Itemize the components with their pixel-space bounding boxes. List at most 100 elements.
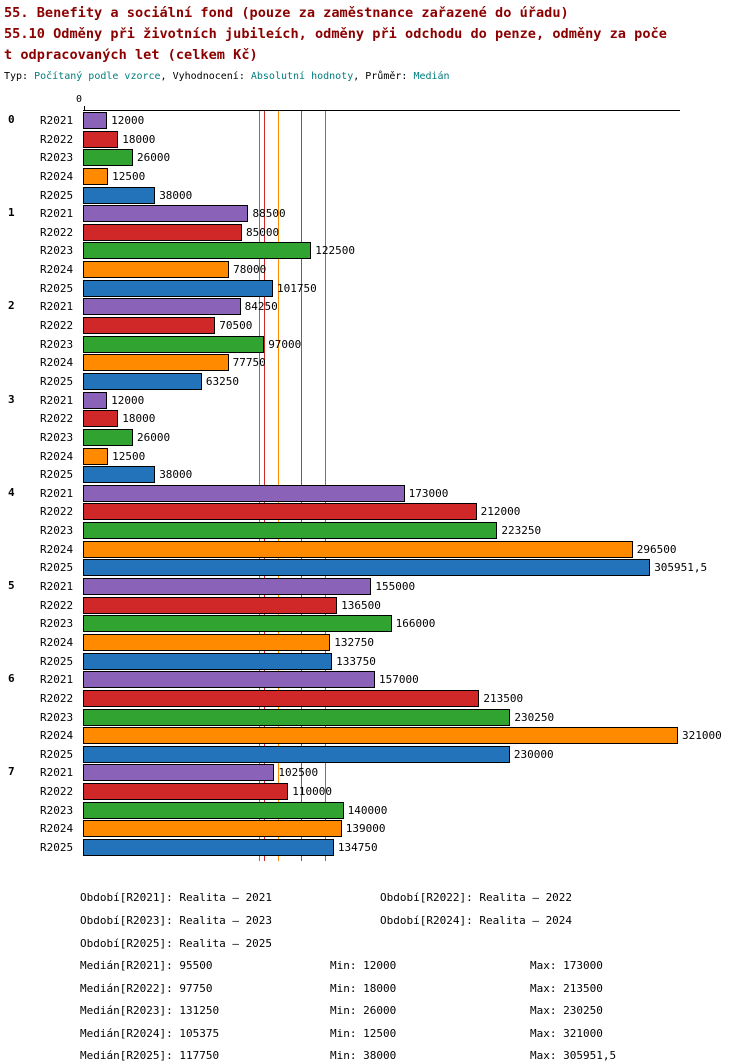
bar-r2025-g1 [83, 279, 273, 297]
chart-row: R2023 140000 [0, 801, 750, 820]
bar-value-r2022-g5: 136500 [341, 598, 381, 612]
chart-row: R2022 85000 [0, 223, 750, 242]
series-label-r2024: R2024 [40, 822, 74, 836]
stat-max-r2021: Max: 173000 [530, 959, 603, 972]
bar-r2024-g7 [83, 820, 342, 838]
bar-value-r2021-g2: 84250 [244, 300, 278, 314]
bar-value-r2021-g7: 102500 [278, 766, 319, 780]
stat-max-r2023: Max: 230250 [530, 1004, 603, 1017]
bar-r2021-g2 [83, 298, 241, 316]
chart-row: R2022 212000 [0, 502, 750, 521]
bar-r2021-g1 [83, 205, 249, 223]
bar-r2021-g3 [83, 391, 108, 409]
bar-value-r2022-g0: 18000 [122, 132, 156, 146]
series-label-r2021: R2021 [40, 673, 74, 687]
series-label-r2025: R2025 [40, 281, 74, 295]
group-label-2: 2 [8, 299, 15, 313]
chart-row: R2022 18000 [0, 130, 750, 149]
chart-row: R2023 122500 [0, 241, 750, 260]
chart-row: R2025 38000 [0, 186, 750, 205]
chart-row: R2022 110000 [0, 782, 750, 801]
bar-value-r2024-g1: 78000 [233, 263, 267, 277]
bar-value-r2024-g3: 12500 [112, 449, 146, 463]
chart-row: R2023 26000 [0, 428, 750, 447]
series-label-r2023: R2023 [40, 244, 74, 258]
group-label-5: 5 [8, 579, 15, 593]
chart-row: R2023 223250 [0, 521, 750, 540]
chart-row: R2025 134750 [0, 838, 750, 857]
axis-line [83, 110, 680, 111]
chart-row: 2 R2021 84250 [0, 297, 750, 316]
bar-r2022-g1 [83, 223, 243, 241]
series-label-r2024: R2024 [40, 263, 74, 277]
chart-row: R2022 18000 [0, 409, 750, 428]
bar-value-r2025-g1: 101750 [276, 281, 317, 295]
chart-row: R2023 97000 [0, 335, 750, 354]
stat-median-r2021: Medián[R2021]: 95500 [80, 959, 213, 972]
chart-rows: 0 R2021 12000 R2022 18000 R2023 26000 R2024 1250… [0, 111, 750, 857]
series-label-r2024: R2024 [40, 729, 74, 743]
bar-value-r2021-g5: 155000 [375, 580, 416, 594]
stat-min-r2023: Min: 26000 [330, 1004, 397, 1017]
chart-row: R2025 38000 [0, 465, 750, 484]
meta-value-typ: Počítaný podle vzorce [34, 71, 161, 82]
bar-value-r2023-g5: 166000 [395, 617, 436, 631]
series-label-r2022: R2022 [40, 225, 74, 239]
bar-r2021-g0 [83, 112, 108, 129]
bar-value-r2023-g2: 97000 [268, 337, 302, 351]
bar-r2022-g4 [83, 503, 477, 521]
chart-row: 5 R2021 155000 [0, 577, 750, 596]
bar-value-r2024-g2: 77750 [232, 356, 266, 370]
chart-row: 4 R2021 173000 [0, 484, 750, 503]
bar-r2024-g5 [83, 633, 331, 651]
chart-title-line-1: 55. Benefity a sociální fond (pouze za z… [4, 5, 569, 21]
bar-r2025-g2 [83, 372, 202, 390]
bar-r2022-g7 [83, 783, 289, 801]
chart-row: R2022 70500 [0, 316, 750, 335]
series-label-r2025: R2025 [40, 561, 74, 575]
stat-min-r2024: Min: 12500 [330, 1027, 397, 1040]
bar-value-r2024-g6: 321000 [682, 729, 722, 743]
series-label-r2024: R2024 [40, 635, 74, 649]
bar-r2022-g2 [83, 317, 216, 335]
axis-tick [84, 106, 85, 110]
series-label-r2022: R2022 [40, 785, 74, 799]
chart-row: R2023 166000 [0, 614, 750, 633]
bar-value-r2021-g3: 12000 [111, 393, 145, 407]
chart-row: 3 R2021 12000 [0, 391, 750, 410]
chart-title-line-3: t odpracovaných let (celkem Kč) [4, 47, 258, 63]
stat-median-r2025: Medián[R2025]: 117750 [80, 1049, 220, 1062]
bar-value-r2024-g5: 132750 [334, 635, 374, 649]
bar-r2021-g6 [83, 671, 376, 689]
bar-r2023-g0 [83, 149, 134, 167]
series-label-r2022: R2022 [40, 412, 74, 426]
bar-value-r2023-g7: 140000 [347, 803, 388, 817]
series-label-r2022: R2022 [40, 691, 74, 705]
chart-meta-line: Typ: Počítaný podle vzorce, Vyhodnocení:… [4, 70, 667, 83]
bar-r2025-g6 [83, 745, 510, 763]
bar-value-r2025-g4: 305951,5 [654, 561, 708, 575]
series-label-r2023: R2023 [40, 803, 74, 817]
bar-r2022-g3 [83, 410, 119, 428]
legend-item-r2024: Období[R2024]: Realita – 2024 [380, 914, 573, 927]
series-label-r2022: R2022 [40, 132, 74, 146]
chart-row: R2022 136500 [0, 596, 750, 615]
chart-row: R2022 213500 [0, 689, 750, 708]
chart-row: R2023 230250 [0, 708, 750, 727]
series-label-r2022: R2022 [40, 505, 74, 519]
series-label-r2025: R2025 [40, 654, 74, 668]
chart-row: R2024 321000 [0, 726, 750, 745]
bar-value-r2022-g1: 85000 [246, 225, 280, 239]
series-label-r2023: R2023 [40, 430, 74, 444]
chart-row: R2025 133750 [0, 652, 750, 671]
stat-median-r2023: Medián[R2023]: 131250 [80, 1004, 220, 1017]
bar-r2022-g0 [83, 130, 119, 148]
series-label-r2021: R2021 [40, 300, 74, 314]
chart-title-line-2: 55.10 Odměny při životních jubileích, od… [4, 26, 667, 42]
bar-value-r2025-g5: 133750 [336, 654, 376, 668]
series-label-r2021: R2021 [40, 393, 74, 407]
chart-row: 6 R2021 157000 [0, 670, 750, 689]
legend-item-r2021: Období[R2021]: Realita – 2021 [80, 891, 273, 904]
chart-row: R2025 101750 [0, 279, 750, 298]
series-label-r2023: R2023 [40, 337, 74, 351]
